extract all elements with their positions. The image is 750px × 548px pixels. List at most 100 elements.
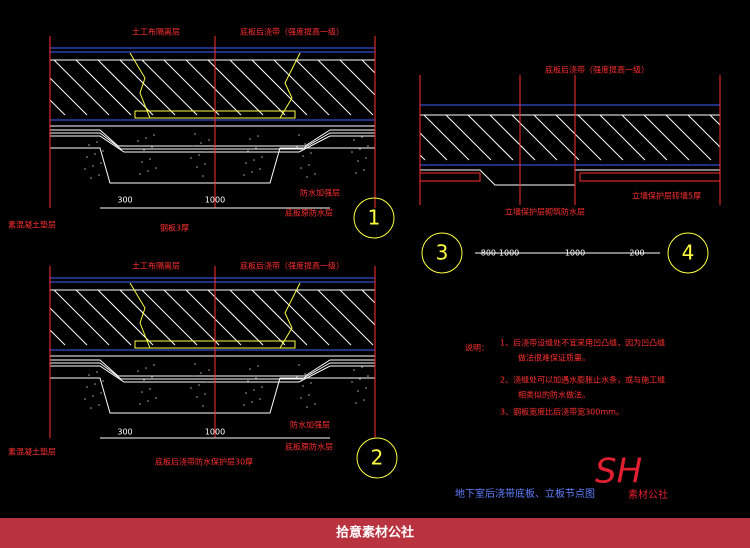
aggregate: [353, 139, 355, 141]
aggregate: [308, 394, 310, 396]
aggregate: [141, 161, 143, 163]
aggregate: [249, 368, 251, 370]
aggregate: [298, 134, 300, 136]
aggregate: [298, 364, 300, 366]
aggregate: [94, 383, 96, 385]
label: 素混凝土垫层: [8, 447, 56, 457]
aggregate: [302, 155, 304, 157]
waterproof: [420, 169, 720, 186]
aggregate: [151, 146, 153, 148]
note: 2、浇缝处可以加遇水膨胀止水条，或与施工缝: [500, 375, 665, 385]
hatch: [533, 114, 580, 161]
hatch: [53, 59, 110, 116]
hatch: [295, 59, 352, 116]
hatch: [207, 59, 264, 116]
hatch: [445, 114, 492, 161]
aggregate: [141, 391, 143, 393]
aggregate: [190, 157, 192, 159]
aggregate: [204, 163, 206, 165]
hatch: [185, 59, 242, 116]
aggregate: [145, 137, 147, 139]
aggregate: [310, 382, 312, 384]
hatch: [489, 114, 536, 161]
hatch: [423, 114, 470, 161]
aggregate: [96, 371, 98, 373]
aggregate: [255, 377, 257, 379]
aggregate: [202, 405, 204, 407]
dimension: 300: [117, 196, 132, 205]
aggregate: [90, 177, 92, 179]
aggregate: [96, 141, 98, 143]
aggregate: [243, 174, 245, 176]
hatch: [53, 289, 110, 346]
label: 钢板3厚: [160, 223, 189, 233]
aggregate: [367, 145, 369, 147]
note: 3、钢板宽度比后浇带宽300mm。: [500, 407, 624, 417]
dimension: 1000: [205, 428, 225, 437]
aggregate: [200, 142, 202, 144]
hatch: [599, 114, 646, 161]
aggregate: [153, 134, 155, 136]
aggregate: [137, 140, 139, 142]
aggregate: [353, 369, 355, 371]
aggregate: [365, 157, 367, 159]
banner: [0, 518, 750, 548]
hatch: [555, 114, 602, 161]
aggregate: [253, 159, 255, 161]
aggregate: [155, 167, 157, 169]
aggregate: [145, 367, 147, 369]
aggregate: [149, 158, 151, 160]
aggregate: [251, 171, 253, 173]
hatch: [97, 289, 154, 346]
detail-circle: [353, 197, 395, 239]
aggregate: [194, 363, 196, 365]
detail-number: 3: [436, 241, 449, 265]
hatch: [229, 59, 286, 116]
aggregate: [84, 168, 86, 170]
aggregate: [198, 154, 200, 156]
detail-circle: [667, 232, 709, 274]
note: 1、后浇带设缝处不宜采用凹凸缝，因为凹凸缝: [500, 338, 665, 348]
detail-number: 1: [368, 206, 381, 230]
waterproof: [50, 129, 375, 147]
hatch: [49, 329, 66, 346]
aggregate: [357, 390, 359, 392]
aggregate: [90, 407, 92, 409]
hatch: [119, 59, 176, 116]
aggregate: [153, 364, 155, 366]
aggregate: [206, 381, 208, 383]
aggregate: [243, 404, 245, 406]
aggregate: [143, 149, 145, 151]
aggregate: [255, 147, 257, 149]
label: 底板后浇带防水保护层30厚: [155, 457, 253, 467]
label: 底板后浇带（强度提高一级）: [240, 261, 344, 271]
crack: [279, 52, 301, 119]
hatch: [621, 114, 668, 161]
aggregate: [206, 151, 208, 153]
aggregate: [259, 398, 261, 400]
aggregate: [312, 370, 314, 372]
dimension: 800-1000: [481, 249, 520, 258]
hatch: [229, 289, 286, 346]
aggregate: [88, 374, 90, 376]
detail-number: 4: [682, 241, 695, 265]
aggregate: [139, 173, 141, 175]
aggregate: [365, 387, 367, 389]
aggregate: [196, 396, 198, 398]
hatch: [361, 289, 376, 304]
notes-heading: 说明：: [465, 343, 489, 353]
waterproof: [50, 362, 375, 380]
aggregate: [94, 153, 96, 155]
hatch: [141, 289, 198, 346]
hatch: [361, 59, 376, 74]
aggregate: [306, 406, 308, 408]
hatch: [419, 154, 426, 161]
hatch: [643, 114, 690, 161]
hatch: [665, 114, 712, 161]
crack: [279, 282, 301, 349]
aggregate: [296, 376, 298, 378]
hatch: [119, 289, 176, 346]
hatch: [339, 289, 376, 326]
aggregate: [253, 389, 255, 391]
